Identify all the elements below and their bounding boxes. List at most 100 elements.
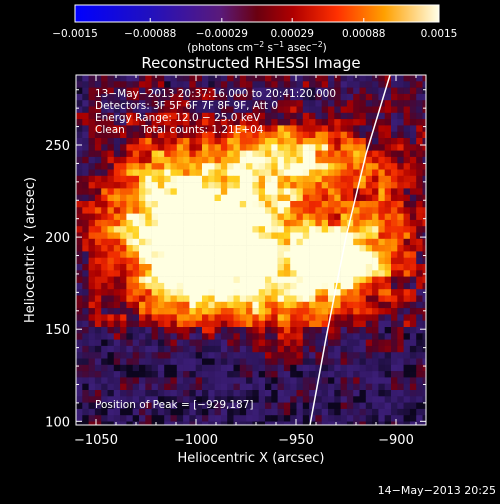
heatmap-cell: [403, 352, 411, 359]
heatmap-cell: [151, 257, 159, 265]
heatmap-cell: [157, 421, 165, 425]
heatmap-cell: [145, 100, 152, 107]
heatmap-cell: [315, 163, 322, 170]
heatmap-cell: [391, 408, 398, 416]
heatmap-cell: [214, 163, 222, 170]
heatmap-cell: [283, 383, 291, 391]
heatmap-cell: [334, 150, 341, 158]
heatmap-cell: [372, 75, 379, 82]
heatmap-cell: [176, 100, 184, 107]
heatmap-cell: [271, 245, 278, 252]
heatmap-cell: [94, 238, 102, 246]
heatmap-cell: [239, 131, 247, 139]
heatmap-cell: [346, 390, 354, 397]
heatmap-cell: [151, 182, 159, 189]
heatmap-cell: [164, 327, 171, 334]
heatmap-cell: [328, 264, 335, 271]
heatmap-cell: [233, 238, 241, 246]
heatmap-cell: [227, 364, 234, 372]
heatmap-cell: [220, 125, 228, 132]
heatmap-cell: [195, 125, 203, 132]
heatmap-cell: [220, 238, 228, 246]
heatmap-cell: [309, 131, 316, 139]
heatmap-cell: [176, 138, 184, 145]
heatmap-cell: [132, 251, 140, 258]
heatmap-cell: [359, 138, 367, 145]
heatmap-cell: [82, 415, 89, 422]
heatmap-cell: [290, 245, 297, 252]
heatmap-cell: [359, 100, 367, 107]
heatmap-cell: [120, 232, 127, 240]
heatmap-cell: [252, 219, 259, 227]
heatmap-cell: [82, 289, 89, 296]
heatmap-cell: [290, 238, 297, 246]
heatmap-cell: [214, 182, 222, 189]
heatmap-cell: [120, 333, 127, 340]
heatmap-cell: [208, 251, 215, 258]
heatmap-cell: [239, 257, 247, 265]
heatmap-cell: [271, 213, 278, 221]
heatmap-cell: [233, 188, 241, 195]
heatmap-cell: [409, 402, 417, 410]
heatmap-cell: [384, 402, 392, 410]
heatmap-cell: [189, 308, 196, 315]
heatmap-cell: [340, 383, 348, 391]
heatmap-cell: [189, 131, 196, 139]
heatmap-cell: [239, 232, 247, 240]
heatmap-cell: [416, 87, 423, 95]
heatmap-cell: [189, 358, 196, 366]
heatmap-cell: [176, 175, 184, 183]
heatmap-cell: [346, 396, 354, 403]
heatmap-cell: [208, 270, 215, 277]
heatmap-cell: [397, 226, 404, 233]
heatmap-cell: [346, 201, 354, 208]
heatmap-cell: [107, 169, 115, 177]
heatmap-cell: [391, 358, 398, 366]
heatmap-cell: [157, 377, 165, 384]
heatmap-cell: [139, 175, 146, 183]
heatmap-cell: [416, 339, 423, 347]
heatmap-cell: [378, 257, 385, 265]
heatmap-cell: [107, 150, 115, 158]
heatmap-cell: [271, 75, 278, 82]
heatmap-cell: [340, 308, 348, 315]
heatmap-cell: [258, 301, 266, 309]
heatmap-cell: [164, 345, 171, 353]
heatmap-cell: [233, 276, 241, 284]
heatmap-cell: [107, 201, 115, 208]
heatmap-cell: [126, 188, 133, 195]
heatmap-cell: [296, 314, 304, 321]
heatmap-cell: [107, 163, 115, 170]
heatmap-cell: [334, 119, 341, 126]
heatmap-cell: [139, 345, 146, 353]
heatmap-cell: [422, 358, 426, 366]
heatmap-cell: [409, 156, 417, 164]
heatmap-cell: [233, 308, 241, 315]
heatmap-cell: [265, 138, 272, 145]
heatmap-cell: [265, 226, 272, 233]
heatmap-cell: [76, 282, 83, 290]
heatmap-cell: [252, 100, 259, 107]
heatmap-cell: [372, 276, 379, 284]
heatmap-cell: [353, 144, 360, 151]
heatmap-cell: [328, 282, 335, 290]
heatmap-cell: [208, 327, 215, 334]
heatmap-cell: [271, 345, 278, 353]
heatmap-cell: [296, 238, 304, 246]
heatmap-cell: [359, 402, 367, 410]
heatmap-cell: [359, 257, 367, 265]
heatmap-cell: [334, 156, 341, 164]
heatmap-cell: [120, 421, 127, 425]
heatmap-cell: [334, 81, 341, 88]
heatmap-cell: [334, 333, 341, 340]
heatmap-cell: [176, 93, 184, 101]
heatmap-cell: [126, 308, 133, 315]
heatmap-cell: [328, 131, 335, 139]
heatmap-cell: [378, 87, 385, 95]
heatmap-cell: [76, 131, 83, 139]
heatmap-cell: [340, 289, 348, 296]
heatmap-cell: [220, 156, 228, 164]
heatmap-cell: [189, 93, 196, 101]
heatmap-cell: [227, 276, 234, 284]
heatmap-cell: [372, 295, 379, 303]
